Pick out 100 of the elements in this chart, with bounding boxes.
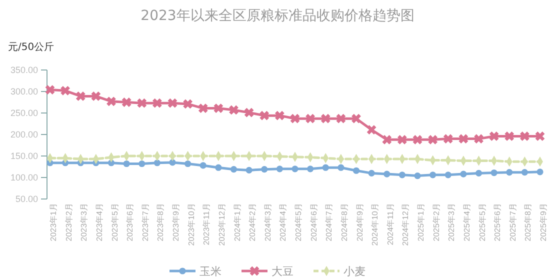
x-tick-label: 2023年11月: [202, 203, 212, 246]
x-tick-label: 2025年6月: [493, 203, 502, 242]
point: [384, 170, 390, 178]
point: [398, 172, 406, 178]
point: [474, 134, 484, 144]
point: [276, 166, 283, 172]
x-tick-label: 2023年8月: [156, 203, 166, 242]
y-tick-label: 250.00: [10, 108, 38, 118]
point: [536, 168, 544, 176]
point: [489, 132, 499, 141]
point: [230, 166, 238, 173]
x-tick-label: 2023年1月: [49, 203, 58, 242]
x-tick-label: 2024年4月: [278, 203, 288, 242]
point: [292, 166, 298, 172]
point: [307, 166, 314, 172]
x-tick-label: 2025年3月: [447, 203, 456, 242]
point: [458, 134, 468, 144]
x-tick-label: 2023年12月: [217, 203, 226, 246]
point: [444, 172, 452, 178]
point: [274, 110, 284, 120]
point: [45, 85, 55, 94]
y-axis-title: 元/50公斤: [8, 41, 54, 53]
point: [352, 114, 361, 124]
point: [504, 132, 514, 141]
x-tick-label: 2023年4月: [94, 203, 104, 242]
y-tick-label: 50.00: [15, 194, 38, 204]
point: [184, 160, 192, 168]
x-tick-label: 2025年9月: [539, 203, 548, 242]
point: [122, 98, 132, 107]
point: [397, 134, 407, 144]
point: [229, 105, 238, 115]
point: [183, 99, 193, 109]
point: [152, 98, 162, 108]
x-tick-label: 2023年7月: [140, 203, 150, 242]
point: [443, 134, 453, 144]
point: [306, 114, 316, 124]
point: [261, 166, 268, 173]
point: [322, 164, 329, 171]
x-tick-label: 2023年9月: [172, 203, 180, 242]
y-tick-label: 350.00: [10, 64, 38, 75]
point: [214, 104, 224, 113]
chart-title: 2023年以来全区原粮标准品收购价格趋势图: [140, 8, 414, 24]
x-tick-label: 2024年5月: [294, 203, 303, 242]
x-tick-label: 2023年6月: [126, 203, 135, 242]
x-tick-label: 2023年5月: [110, 203, 120, 242]
y-tick-label: 300.00: [10, 86, 38, 96]
legend-label: 大豆: [272, 265, 294, 278]
point: [428, 134, 438, 144]
point: [168, 98, 178, 108]
point: [336, 114, 346, 124]
point: [490, 169, 498, 176]
x-tick-label: 2025年2月: [432, 203, 441, 242]
point: [60, 86, 70, 96]
x-tick-label: 2024年11月: [386, 203, 395, 246]
point: [535, 132, 545, 141]
y-tick-label: 100.00: [10, 172, 38, 182]
x-tick-label: 2025年4月: [462, 203, 472, 242]
y-tick-label: 200.00: [10, 129, 38, 140]
point: [215, 164, 222, 171]
x-tick-label: 2024年7月: [324, 203, 334, 242]
point: [382, 134, 392, 144]
point: [430, 172, 436, 178]
point: [76, 92, 86, 101]
x-tick-label: 2023年3月: [80, 203, 89, 242]
x-tick-label: 2024年3月: [263, 203, 272, 242]
point: [137, 98, 147, 108]
point: [520, 132, 530, 141]
legend-label: 玉米: [200, 265, 222, 278]
point: [320, 114, 330, 124]
x-tick-label: 2024年1月: [232, 203, 242, 242]
x-tick-label: 2025年7月: [508, 203, 518, 242]
x-tick-label: 2025年8月: [524, 203, 533, 242]
point: [198, 104, 208, 113]
point: [123, 160, 130, 168]
point: [138, 160, 146, 168]
point: [260, 110, 270, 120]
point: [246, 166, 252, 174]
x-tick-label: 2024年10月: [370, 203, 380, 246]
point: [290, 114, 300, 124]
x-tick-label: 2023年10月: [186, 203, 196, 246]
point: [106, 96, 116, 106]
point: [412, 134, 422, 144]
point: [91, 92, 101, 101]
x-tick-label: 2025年5月: [478, 203, 487, 242]
point: [521, 169, 528, 176]
point: [475, 170, 482, 176]
point: [368, 170, 375, 176]
x-tick-label: 2024年12月: [401, 203, 410, 246]
point: [154, 160, 160, 166]
point: [200, 162, 206, 169]
point: [352, 167, 360, 174]
point: [244, 108, 254, 118]
x-tick-label: 2024年6月: [309, 203, 318, 242]
x-tick-label: 2025年1月: [416, 203, 426, 242]
point: [506, 169, 513, 176]
x-tick-label: 2023年2月: [64, 203, 74, 242]
y-tick-label: 150.00: [10, 150, 38, 161]
x-tick-label: 2024年9月: [355, 203, 364, 242]
point: [414, 172, 421, 180]
point: [460, 170, 467, 178]
